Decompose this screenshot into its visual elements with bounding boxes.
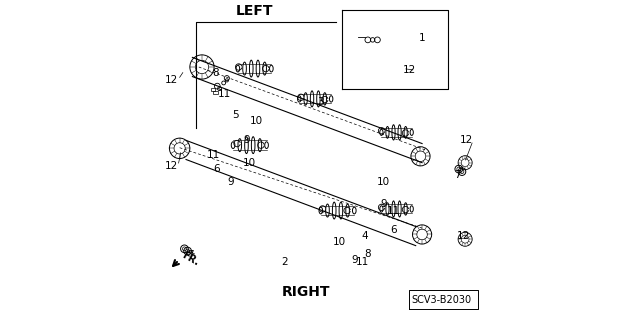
- Text: 7: 7: [188, 250, 194, 260]
- Text: 10: 10: [250, 116, 263, 126]
- Text: 12: 12: [165, 75, 179, 85]
- Text: FR.: FR.: [180, 250, 201, 268]
- Text: 9: 9: [243, 135, 250, 145]
- Text: 11: 11: [207, 150, 220, 160]
- Text: 6: 6: [390, 225, 397, 235]
- Text: 4: 4: [362, 231, 368, 241]
- Text: 9: 9: [227, 177, 234, 187]
- Text: SCV3-B2030: SCV3-B2030: [411, 295, 471, 305]
- Bar: [214, 91, 218, 94]
- Text: 11: 11: [356, 256, 369, 267]
- Text: 10: 10: [333, 237, 346, 248]
- Text: 12: 12: [165, 161, 179, 171]
- Text: 11: 11: [387, 205, 400, 216]
- Text: LEFT: LEFT: [236, 4, 273, 18]
- Text: 10: 10: [377, 177, 390, 187]
- Text: 1: 1: [419, 33, 426, 43]
- Text: 7: 7: [454, 170, 461, 181]
- Text: 10: 10: [243, 158, 257, 168]
- Text: 12: 12: [403, 65, 416, 75]
- Text: 9: 9: [352, 255, 358, 265]
- Text: 9: 9: [381, 199, 387, 209]
- Text: 12: 12: [460, 135, 474, 145]
- Text: RIGHT: RIGHT: [282, 285, 330, 299]
- Text: 5: 5: [232, 110, 239, 120]
- Text: 8: 8: [365, 249, 371, 259]
- Text: 3: 3: [317, 97, 323, 107]
- Text: 6: 6: [213, 164, 220, 174]
- Text: 11: 11: [218, 89, 231, 99]
- Text: 8: 8: [212, 68, 219, 78]
- Text: 12: 12: [457, 231, 470, 241]
- Bar: [211, 88, 216, 91]
- Text: 2: 2: [282, 256, 288, 267]
